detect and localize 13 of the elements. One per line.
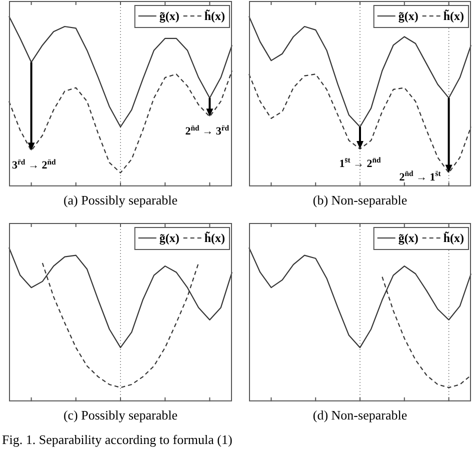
legend-label: h̃(x) xyxy=(204,8,226,24)
legend-label: h̃(x) xyxy=(443,230,464,246)
text: (c) Possibly separable xyxy=(63,408,178,423)
legend-label: g̃(x) xyxy=(159,9,180,24)
legend-label: g̃(x) xyxy=(398,231,418,246)
legend-label: g̃(x) xyxy=(398,9,418,24)
legend-label: h̃(x) xyxy=(204,230,226,246)
text: (b) Non-separable xyxy=(312,192,408,208)
text: (d) Non-separable xyxy=(312,408,408,423)
legend-label: h̃(x) xyxy=(443,8,464,24)
legend-label: g̃(x) xyxy=(159,231,180,246)
text: (a) Possibly separable xyxy=(63,192,178,208)
caption: Fig. 1. Separability according to formula (1) xyxy=(2,432,232,447)
